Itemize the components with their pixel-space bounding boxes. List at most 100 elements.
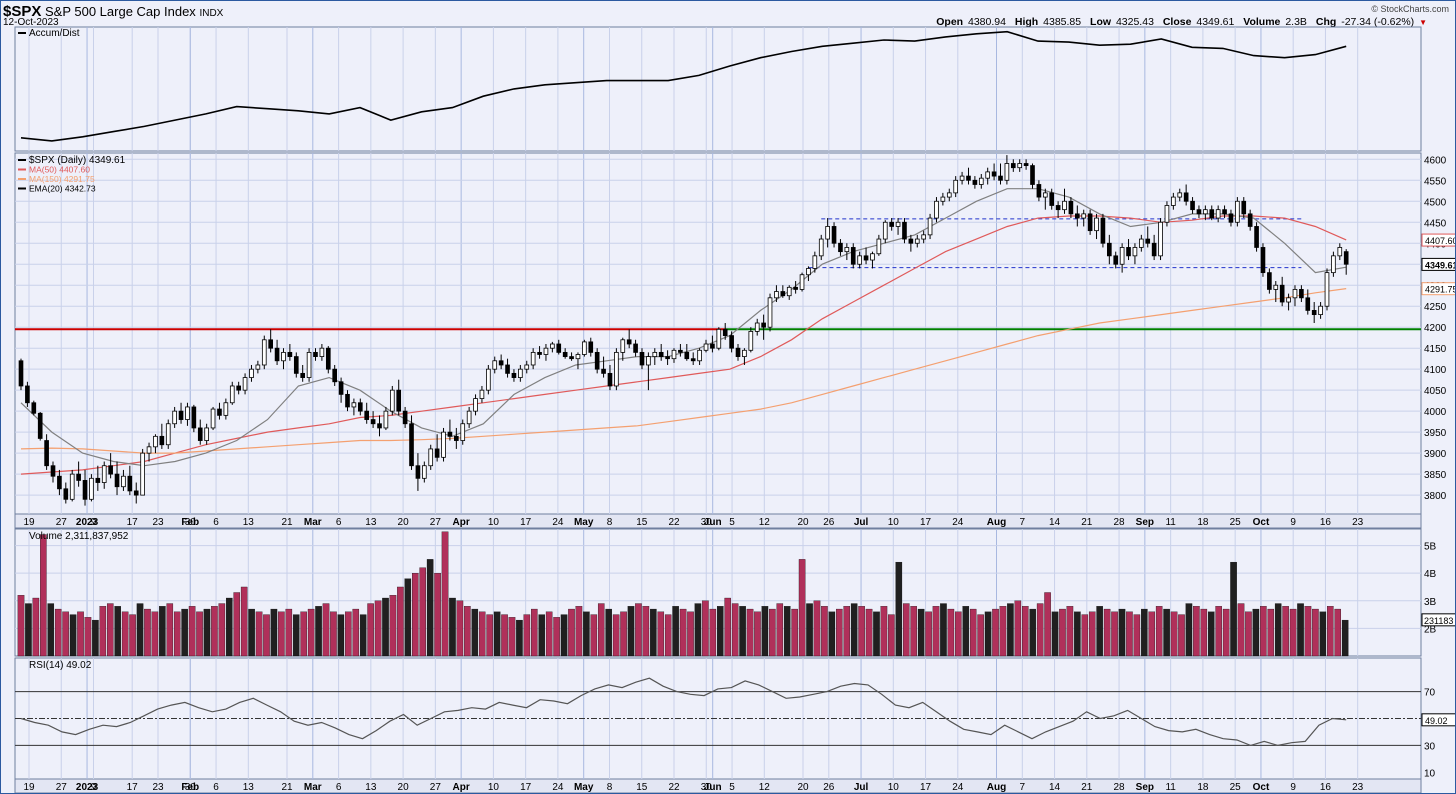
panel-rsi [14, 657, 1422, 780]
x-tick-label: Jun [704, 517, 722, 528]
volume-bar [850, 603, 858, 657]
candle-body [1010, 163, 1016, 169]
candle-body [543, 347, 549, 355]
candle [774, 285, 779, 303]
volume-bar [1312, 608, 1319, 657]
candle [1331, 251, 1336, 277]
x-tick-label: 10 [488, 782, 500, 793]
candle [857, 251, 862, 269]
candle [1183, 184, 1189, 206]
volume-bar [754, 611, 761, 657]
candle [1299, 285, 1304, 303]
candle-body [562, 351, 568, 357]
volume-bar [121, 611, 129, 657]
volume-bar [1185, 603, 1193, 657]
candle-body [261, 339, 267, 366]
candle-body [197, 427, 203, 441]
volume-bar [486, 614, 493, 657]
candle-body [447, 431, 453, 437]
x-tick-label: 27 [56, 782, 68, 793]
candle [1215, 205, 1221, 223]
candle [1196, 205, 1202, 219]
candle-body [729, 335, 734, 349]
x-tick-label: Sep [1136, 782, 1154, 793]
volume-bar [880, 606, 888, 657]
candle-body [716, 328, 722, 349]
candle-body [742, 349, 747, 357]
x-tick-label: 16 [1320, 782, 1332, 793]
candle [332, 364, 338, 386]
volume-bar [947, 608, 955, 657]
candle-body [44, 440, 49, 467]
volume-bar [129, 614, 136, 657]
candle-body [306, 351, 312, 378]
candle [1017, 159, 1023, 172]
volume-bar [1126, 611, 1133, 657]
x-tick-label: 17 [127, 517, 139, 528]
candle [652, 348, 658, 365]
candle-body [882, 221, 888, 240]
price-axis-tag [1421, 233, 1455, 247]
volume-bar [1051, 611, 1059, 657]
symbol-ticker[interactable]: $SPX [3, 3, 42, 20]
candle-body [268, 339, 273, 349]
open-value: 4380.94 [968, 16, 1006, 28]
volume-bar [583, 611, 590, 657]
candle [946, 188, 952, 202]
volume-axis-tag [1421, 613, 1455, 627]
candle [1087, 209, 1093, 235]
x-tick-label: 17 [520, 517, 532, 528]
candle [633, 339, 638, 357]
candle-body [287, 351, 293, 357]
x-tick-label: 17 [920, 517, 932, 528]
x-tick-label: 5 [729, 517, 735, 528]
candle-body [735, 347, 741, 357]
candle-body [684, 351, 690, 360]
candle [639, 348, 645, 370]
price-axis-tag [1421, 282, 1455, 296]
volume-value: 2.3B [1285, 16, 1307, 28]
candle [89, 474, 94, 502]
volume-bar [1274, 603, 1282, 657]
volume-bar [1096, 606, 1103, 657]
candle-body [101, 465, 107, 483]
legend-swatch [18, 187, 26, 190]
candle-body [274, 347, 280, 362]
volume-bar [657, 611, 665, 657]
candle [831, 222, 837, 248]
candle [1107, 234, 1112, 265]
volume-bar [1252, 608, 1260, 657]
chg-value: -27.34 (-0.62%) [1341, 16, 1415, 28]
volume-bar [1170, 611, 1178, 657]
panel-ad [14, 26, 1422, 152]
x-tick-label: 30 [185, 782, 197, 793]
candle-body [422, 465, 427, 479]
volume-bar [196, 611, 203, 657]
volume-bar [806, 603, 813, 657]
candle-body [76, 473, 81, 481]
y-tick-label: 3800 [1424, 491, 1447, 502]
volume-bar [226, 597, 233, 657]
volume-bar [1334, 608, 1341, 657]
volume-bar [1133, 614, 1141, 657]
volume-bar [925, 611, 932, 657]
candle [1049, 188, 1055, 210]
candle [902, 218, 907, 244]
candle [479, 385, 485, 403]
candle [838, 239, 843, 256]
volume-tick-label: 4B [1424, 569, 1437, 580]
candle [575, 352, 581, 370]
volume-bar [233, 592, 241, 657]
volume-bar [1207, 611, 1215, 657]
volume-bar [345, 611, 352, 657]
candle-body [25, 385, 30, 404]
candle-body [127, 475, 133, 492]
x-tick-label: 24 [952, 517, 964, 528]
candle [274, 339, 280, 365]
candle-body [710, 343, 715, 349]
x-tick-label: 8 [607, 782, 613, 793]
volume-bar [687, 611, 694, 657]
volume-bar [1245, 611, 1252, 657]
volume-bar [612, 614, 620, 657]
candle-body [1292, 289, 1298, 299]
